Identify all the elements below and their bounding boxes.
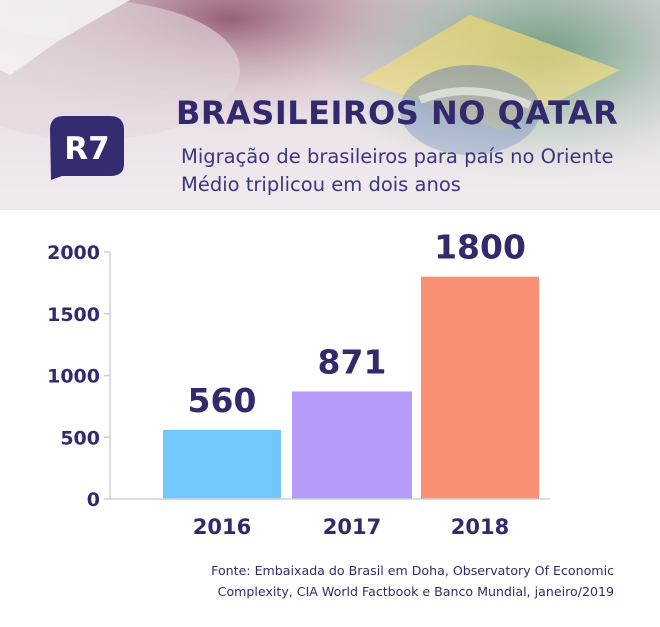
page-title: BRASILEIROS NO QATAR xyxy=(176,94,619,132)
bar-2017 xyxy=(292,391,412,499)
bar-2018 xyxy=(421,276,539,499)
bar-2016 xyxy=(163,429,281,499)
data-label-2017: 871 xyxy=(318,342,387,381)
bars: 560 871 1800 xyxy=(163,228,539,499)
page-subtitle: Migração de brasileiros para país no Ori… xyxy=(181,145,614,196)
y-axis: 0 500 1000 1500 2000 xyxy=(47,242,111,511)
x-tick-label-2017: 2017 xyxy=(323,515,381,539)
data-label-2018: 1800 xyxy=(434,228,526,267)
y-tick-label: 1000 xyxy=(47,366,100,388)
x-tick-label-2016: 2016 xyxy=(193,515,251,539)
y-tick-label: 500 xyxy=(60,427,100,449)
x-tick-label-2018: 2018 xyxy=(451,515,509,539)
y-tick-label: 2000 xyxy=(47,242,100,264)
y-tick-label: 1500 xyxy=(47,304,100,326)
bar-chart: 0 500 1000 1500 2000 560 871 1800 2016 2017 2018 xyxy=(47,228,550,539)
r7-logo-text: R7 xyxy=(64,131,109,167)
source-note: Fonte: Embaixada do Brasil em Doha, Obse… xyxy=(211,563,614,599)
y-tick-label: 0 xyxy=(87,489,100,511)
r7-logo: R7 xyxy=(50,116,124,180)
x-axis: 2016 2017 2018 xyxy=(110,498,550,539)
data-label-2016: 560 xyxy=(188,381,257,420)
